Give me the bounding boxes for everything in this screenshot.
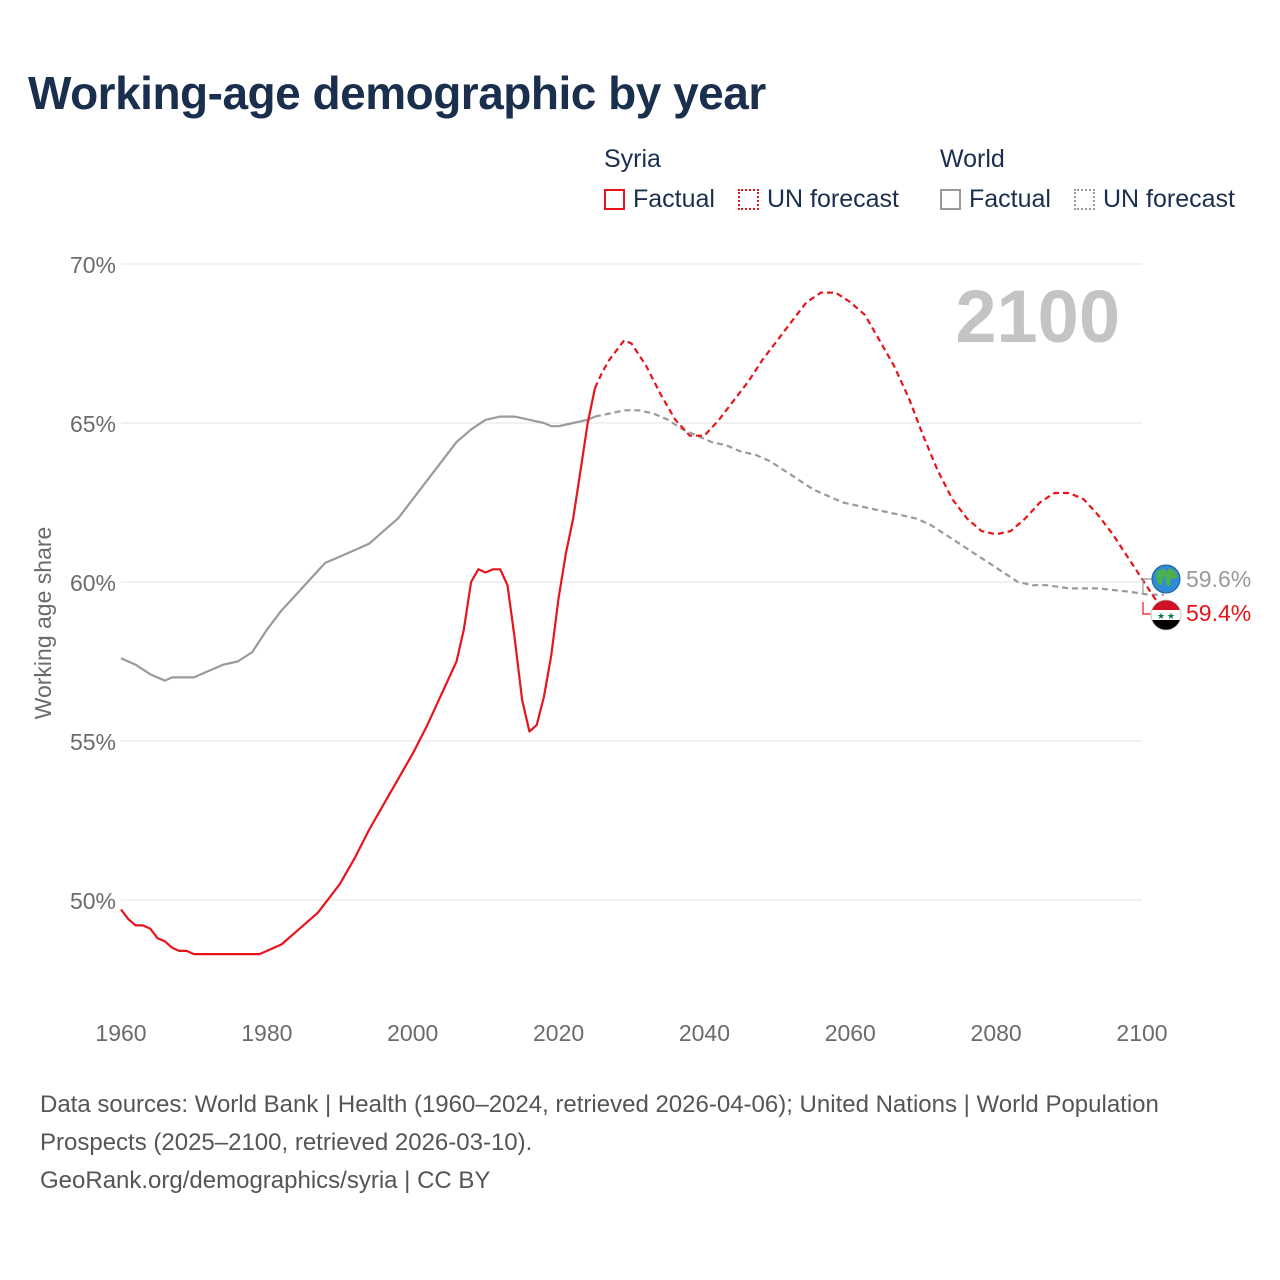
series-syria-factual-line — [120, 387, 597, 956]
flag-star-left: ★ — [1157, 612, 1165, 622]
y-tick-label-65: 65% — [70, 411, 116, 437]
y-tick-label-70: 70% — [70, 252, 116, 278]
legend-world-forecast-swatch — [1074, 189, 1095, 210]
y-tick-label-60: 60% — [70, 570, 116, 596]
legend-world-factual[interactable]: Factual — [940, 185, 1051, 214]
legend-world-forecast[interactable]: UN forecast — [1074, 185, 1235, 214]
x-tick-label-2020: 2020 — [533, 1020, 584, 1046]
legend-syria-forecast[interactable]: UN forecast — [738, 185, 899, 214]
globe-icon-land-east — [1165, 568, 1178, 587]
y-tick-label-50: 50% — [70, 888, 116, 914]
footer-sources: Data sources: World Bank | Health (1960–… — [40, 1091, 1159, 1156]
legend-syria-forecast-swatch — [738, 189, 759, 210]
x-tick-label-2060: 2060 — [825, 1020, 876, 1046]
legend-syria-factual-swatch — [604, 189, 625, 210]
x-tick-label-2000: 2000 — [387, 1020, 438, 1046]
series-world-forecast-line — [594, 409, 1164, 596]
footer-link[interactable]: GeoRank.org/demographics/syria | CC BY — [40, 1167, 491, 1194]
legend-syria-factual-label: Factual — [633, 185, 715, 213]
series-world-factual-line — [120, 415, 596, 682]
x-tick-label-2040: 2040 — [679, 1020, 730, 1046]
flag-red-stripe — [1151, 600, 1181, 610]
x-tick-label-1980: 1980 — [241, 1020, 292, 1046]
syria-flag-icon: ★ ★ — [1150, 599, 1182, 631]
y-tick-label-55: 55% — [70, 729, 116, 755]
x-tick-label-2100: 2100 — [1116, 1020, 1167, 1046]
legend-syria-factual[interactable]: Factual — [604, 185, 715, 214]
y-axis-label: Working age share — [30, 527, 56, 720]
chart-title: Working-age demographic by year — [28, 67, 766, 119]
legend-world-factual-swatch — [940, 189, 961, 210]
flag-white-stripe — [1151, 610, 1181, 620]
flag-black-stripe — [1151, 620, 1181, 630]
flag-outline — [1150, 599, 1182, 631]
footer: Data sources: World Bank | Health (1960–… — [40, 1086, 1240, 1200]
current-year-label: 2100 — [955, 275, 1120, 358]
x-tick-label-1960: 1960 — [95, 1020, 146, 1046]
legend-world-title: World — [940, 145, 1005, 173]
world-label-connector — [1142, 578, 1152, 593]
syria-label-connector — [1142, 602, 1152, 615]
legend-world-forecast-label: UN forecast — [1103, 185, 1235, 213]
globe-icon — [1151, 564, 1181, 594]
x-tick-label-2080: 2080 — [971, 1020, 1022, 1046]
legend-syria-title: Syria — [604, 145, 661, 173]
legend-world-factual-label: Factual — [969, 185, 1051, 213]
series-syria-forecast-line — [594, 291, 1158, 602]
world-end-value-label: 59.6% — [1186, 566, 1251, 592]
flag-star-right: ★ — [1167, 612, 1175, 622]
globe-icon-land-west — [1156, 568, 1167, 586]
syria-end-value-label: 59.4% — [1186, 600, 1251, 626]
legend-syria-forecast-label: UN forecast — [767, 185, 899, 213]
